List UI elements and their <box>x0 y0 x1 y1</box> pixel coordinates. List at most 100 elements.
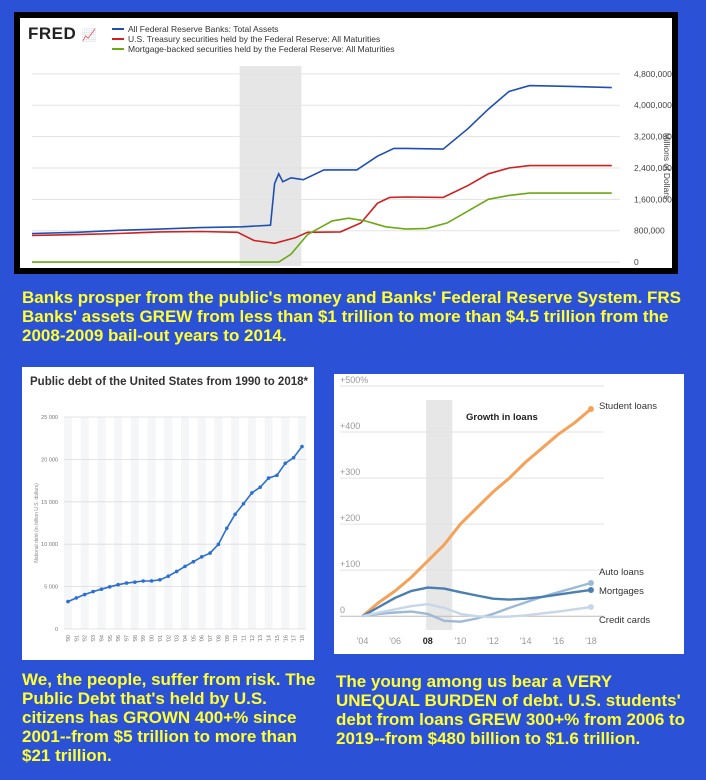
series-label: Auto loans <box>599 567 644 578</box>
x-tick-label: '14 <box>520 636 532 646</box>
loans-growth-chart: 0 +100 +200 +300 +400 +500% '04 '06 08 '10 '12 '14 '… <box>340 375 657 646</box>
x-tick-label: '16 <box>552 636 564 646</box>
series-line-2 <box>361 586 592 618</box>
x-tick-label: '03 <box>175 635 181 642</box>
fred-line-chart: 0 800,000 1,600,000 2,400,000 3,200,000 4,000… <box>31 66 672 267</box>
column-band <box>214 417 223 629</box>
series-label: Credit cards <box>599 615 650 626</box>
y-axis-label: National debt (in billion U.S. dollars) <box>34 483 40 563</box>
column-band <box>64 417 72 629</box>
column-band <box>247 417 256 629</box>
series-end-dot <box>587 603 594 610</box>
column-band <box>147 417 156 629</box>
data-point <box>141 579 146 583</box>
data-point <box>241 502 246 506</box>
series-end-dot <box>587 406 594 413</box>
x-tick-label: '04 <box>357 636 369 646</box>
x-tick-label: '08 <box>216 635 222 642</box>
public-debt-chart: Public debt of the United States from 19… <box>30 376 309 642</box>
data-point <box>174 569 179 574</box>
column-band <box>281 417 290 629</box>
column-band <box>114 417 123 629</box>
y-axis-label: Millions of Dollars <box>662 133 672 200</box>
column-band <box>231 417 240 629</box>
data-point <box>99 587 104 592</box>
y-tick-label: 1,600,000 <box>634 194 672 204</box>
data-point <box>275 473 279 478</box>
x-tick-label: '12 <box>250 635 256 642</box>
data-point <box>300 444 304 449</box>
data-point <box>224 526 229 531</box>
x-tick-label: '98 <box>133 635 139 642</box>
x-tick-label: '18 <box>585 636 597 646</box>
y-tick-label: 4,000,000 <box>634 100 672 110</box>
series-line-2 <box>32 192 612 263</box>
column-band <box>181 417 189 629</box>
y-tick-label: +200 <box>340 513 360 523</box>
y-tick-label: 20 000 <box>41 457 58 463</box>
x-tick-label: '01 <box>158 635 164 642</box>
y-tick-label: 0 <box>340 605 345 615</box>
x-tick-label: 08 <box>423 636 433 646</box>
x-tick-label: '97 <box>125 635 131 642</box>
data-point <box>107 585 112 589</box>
y-tick-label: 2,400,000 <box>634 163 672 173</box>
data-point <box>250 491 254 495</box>
y-tick-label: 5 000 <box>44 585 58 591</box>
x-tick-label: '90 <box>66 635 72 642</box>
x-tick-label: '12 <box>487 636 499 646</box>
series-label: Student loans <box>599 401 657 412</box>
y-tick-label: +400 <box>340 421 360 431</box>
column-band <box>264 417 273 629</box>
x-tick-label: '02 <box>166 635 172 642</box>
chart-title: Public debt of the United States from 19… <box>30 376 309 388</box>
column-band <box>197 417 206 629</box>
data-point <box>216 542 221 547</box>
caption-public-debt: We, the people, suffer from risk. The Pu… <box>22 670 316 765</box>
series-label: Mortgages <box>599 586 644 597</box>
column-band <box>97 417 106 629</box>
data-point <box>149 579 154 583</box>
x-tick-label: '10 <box>455 636 467 646</box>
x-tick-label: '94 <box>99 635 105 642</box>
x-tick-label: '09 <box>225 635 231 642</box>
series-line-0 <box>361 407 592 618</box>
data-point <box>116 582 120 587</box>
column-band <box>130 417 139 629</box>
x-tick-label: '14 <box>267 635 273 642</box>
series-end-dot <box>587 580 594 587</box>
x-tick-label: '16 <box>283 635 289 642</box>
x-tick-label: '07 <box>208 635 214 642</box>
y-tick-label: 3,200,000 <box>634 132 672 142</box>
series-line-3 <box>362 603 592 619</box>
y-tick-label: 25 000 <box>41 415 58 421</box>
y-tick-label: 4,800,000 <box>634 69 672 79</box>
column-band <box>298 417 306 629</box>
y-tick-label: 800,000 <box>634 226 665 236</box>
fred-chart-panel: FRED 📈 All Federal Reserve Banks: Total … <box>14 12 678 274</box>
recession-shading <box>239 66 302 266</box>
column-band <box>164 417 173 629</box>
y-tick-label: +500% <box>340 375 368 385</box>
data-point <box>233 512 237 517</box>
x-tick-label: '00 <box>150 635 156 642</box>
x-tick-label: '06 <box>389 636 401 646</box>
loans-growth-panel: 0 +100 +200 +300 +400 +500% '04 '06 08 '10 '12 '14 '… <box>334 374 684 654</box>
x-tick-label: '18 <box>300 635 306 642</box>
data-point <box>266 476 271 480</box>
x-tick-label: '92 <box>83 635 89 642</box>
data-point <box>183 564 187 569</box>
data-point <box>199 555 204 559</box>
x-tick-label: '91 <box>74 635 80 642</box>
data-point <box>291 455 296 460</box>
x-tick-label: '13 <box>258 635 264 642</box>
data-point <box>258 485 263 490</box>
data-point <box>91 589 95 594</box>
y-tick-label: +100 <box>340 559 360 569</box>
x-tick-label: '05 <box>191 635 197 642</box>
legend-item-total-assets: All Federal Reserve Banks: Total Assets <box>112 24 394 34</box>
x-tick-label: '96 <box>116 635 122 642</box>
series-end-dot <box>587 586 594 593</box>
x-tick-label: '17 <box>292 635 298 642</box>
y-tick-label: 10 000 <box>41 542 58 548</box>
